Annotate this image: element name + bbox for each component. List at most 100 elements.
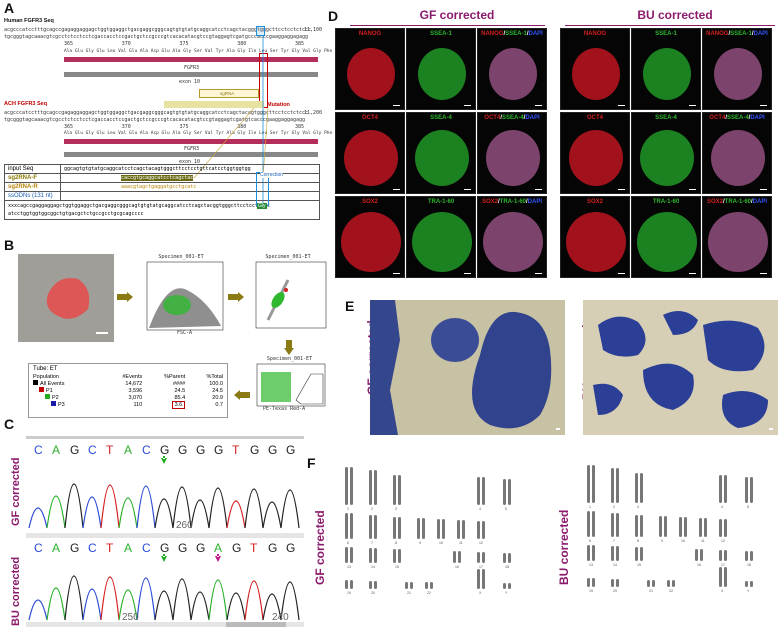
base-call: G xyxy=(232,541,241,555)
chromosome xyxy=(679,517,682,537)
chromosome xyxy=(587,578,590,587)
header-cell: Population xyxy=(33,374,59,380)
seq-line-3: acgcccatcctttgcagccgagaggaggagctggtggagg… xyxy=(4,110,309,116)
chromosome xyxy=(345,580,348,589)
trace-peak xyxy=(244,488,264,529)
trace-peak xyxy=(208,579,228,621)
merge-label: OCT4/SSEA-4/DAPI xyxy=(709,115,765,121)
specimen-label: Specimen_001-ET xyxy=(266,356,313,362)
chromosome xyxy=(724,519,727,537)
chromosome xyxy=(635,473,638,503)
chromosome xyxy=(611,579,614,587)
trace-peak xyxy=(136,485,156,529)
chromosome xyxy=(503,479,506,505)
marker-label: SSEA-1 xyxy=(430,31,452,37)
micrograph-svg xyxy=(478,29,546,109)
base-call: G xyxy=(178,541,187,555)
chromosome xyxy=(350,513,353,539)
chromosome xyxy=(700,549,703,561)
chromosome xyxy=(616,546,619,561)
marker-label: OCT4 xyxy=(586,115,603,121)
sgrna-label: sgRNA xyxy=(220,91,235,96)
chromosome xyxy=(374,515,377,539)
scale-bar xyxy=(393,104,400,106)
scale-bar xyxy=(760,104,767,106)
scale-bar xyxy=(393,188,400,190)
base-call: T xyxy=(250,541,258,555)
base-call: G xyxy=(268,541,277,555)
micrograph-bu-r0-c1: SSEA-1 xyxy=(631,28,701,110)
micrograph-gf-r1-c2: OCT4/SSEA-4/DAPI xyxy=(477,112,547,194)
trace-peak xyxy=(46,587,66,621)
gf-label-c: GF corrected xyxy=(10,457,22,526)
chromosome xyxy=(616,579,619,587)
marker-label: SOX2 xyxy=(586,199,603,205)
chromosome xyxy=(635,515,638,537)
chromosome xyxy=(503,553,506,563)
flow-plot-1: Specimen_001-ET FSC-A xyxy=(137,254,225,342)
chromosome xyxy=(508,479,511,505)
chromosome xyxy=(477,569,480,589)
chromosome-number: 16 xyxy=(455,565,459,569)
chromosome xyxy=(369,581,372,589)
chromosome-number: 20 xyxy=(371,591,375,595)
chromosome-number: 20 xyxy=(613,589,617,593)
trace-peak xyxy=(118,497,138,529)
chromosome xyxy=(350,580,353,589)
chromosome xyxy=(369,515,372,539)
marker-label: SOX2 xyxy=(361,199,378,205)
sgrna-highlight xyxy=(164,101,264,108)
micrograph-svg xyxy=(336,29,404,109)
chromosome xyxy=(719,519,722,537)
base-call: A xyxy=(214,541,222,555)
trace-peak xyxy=(280,489,300,529)
chromosome xyxy=(393,475,396,505)
tube-label: Tube: ET xyxy=(33,366,58,372)
row-value: aaacgtagctgaggatgcctgcatc xyxy=(60,182,320,192)
exon-bar-2 xyxy=(64,152,318,157)
micrograph-svg xyxy=(336,197,404,277)
trace-peak xyxy=(82,496,102,529)
scale-bar xyxy=(689,272,696,274)
trace-peak xyxy=(244,580,264,621)
row-label: ssODNs (131 nt) xyxy=(4,191,61,201)
pop-events: 14,672 xyxy=(125,380,143,387)
pos: 380 xyxy=(237,124,247,130)
row-label: sg2RNA-R xyxy=(4,182,61,192)
base-call: T xyxy=(232,443,240,457)
micrograph-svg xyxy=(407,197,475,277)
chromosome-number: 11 xyxy=(459,541,463,545)
chromosome-number: 4 xyxy=(479,507,481,511)
micrograph-gf-r1-c1: SSEA-4 xyxy=(406,112,476,194)
trace-peak xyxy=(46,495,66,529)
chromosome-number: 4 xyxy=(721,505,723,509)
mutation-label: Mutation xyxy=(267,102,290,108)
ach-seq-title: ACH FGFR3 Seq xyxy=(4,101,48,107)
micrograph-gf-r0-c2: NANOG/SSEA-1/DAPI xyxy=(477,28,547,110)
micrograph-svg xyxy=(561,113,629,193)
scale-bar xyxy=(393,272,400,274)
mutation-arrow xyxy=(161,554,167,562)
chromosome xyxy=(482,521,485,539)
micrograph-svg xyxy=(561,29,629,109)
base-call: G xyxy=(250,443,259,457)
chromosome xyxy=(405,582,408,589)
pop-events: 3,070 xyxy=(128,394,143,401)
chromosome-number: 8 xyxy=(637,539,639,543)
scale-bar xyxy=(618,272,625,274)
chromosome-number: 2 xyxy=(371,507,373,511)
chromosome xyxy=(369,548,372,563)
chromosome xyxy=(724,550,727,561)
chromosome xyxy=(724,475,727,503)
trace-peak xyxy=(262,593,282,621)
trace-peak xyxy=(154,498,174,529)
trace-peak xyxy=(28,599,48,621)
chromosome xyxy=(587,465,590,503)
merge-label: SOX2/TRA-1-60/DAPI xyxy=(481,199,543,205)
chromosome xyxy=(503,583,506,589)
chromosome xyxy=(750,551,753,561)
tick-240: 240 xyxy=(272,612,289,623)
panel-label-d: D xyxy=(328,8,339,24)
chromosome-number: 5 xyxy=(747,505,749,509)
pop-name: P2 xyxy=(52,395,59,401)
